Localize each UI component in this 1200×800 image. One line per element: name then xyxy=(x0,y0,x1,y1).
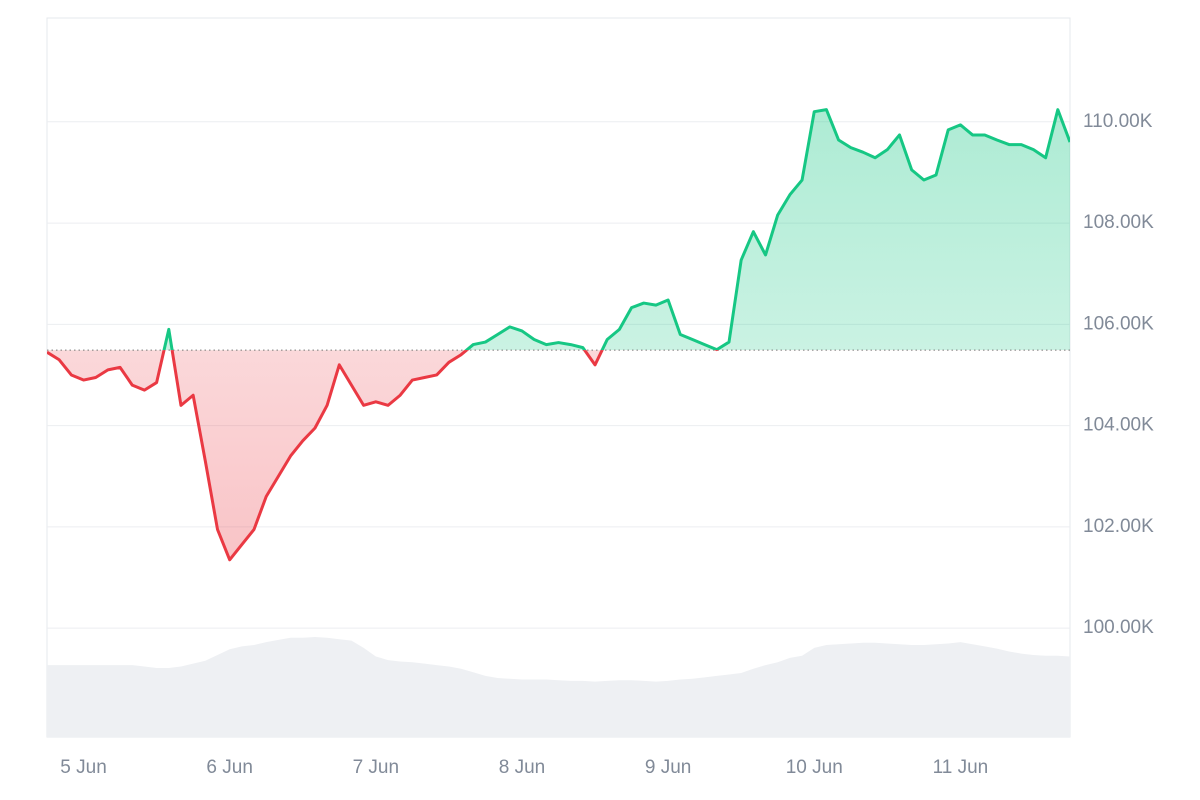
price-line-down xyxy=(47,350,719,562)
x-tick-label: 11 Jun xyxy=(933,757,989,778)
y-tick-label: 102.00K xyxy=(1083,516,1154,537)
y-tick-label: 110.00K xyxy=(1083,111,1153,132)
x-tick-label: 9 Jun xyxy=(645,757,691,778)
volume-area xyxy=(47,637,1070,737)
x-tick-label: 6 Jun xyxy=(206,757,252,778)
y-tick-label: 104.00K xyxy=(1083,415,1154,436)
price-line-up xyxy=(162,108,1070,351)
x-tick-label: 7 Jun xyxy=(353,757,399,778)
y-tick-label: 100.00K xyxy=(1083,617,1154,638)
x-tick-label: 5 Jun xyxy=(60,757,106,778)
y-tick-label: 108.00K xyxy=(1083,212,1154,233)
y-tick-label: 106.00K xyxy=(1083,313,1154,334)
x-tick-label: 8 Jun xyxy=(499,757,545,778)
x-tick-label: 10 Jun xyxy=(786,757,843,778)
area-down xyxy=(47,350,1070,560)
area-up xyxy=(164,109,1070,351)
